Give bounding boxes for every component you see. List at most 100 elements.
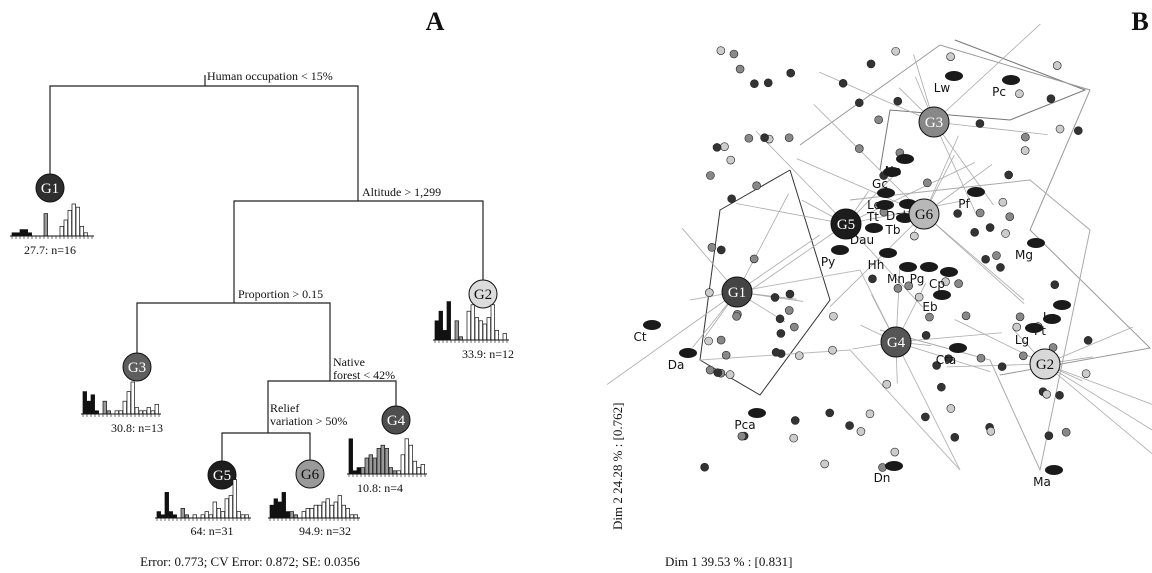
hist-bar — [205, 512, 209, 518]
animal-icon — [1027, 238, 1045, 248]
hist-bar — [103, 401, 107, 414]
site-point — [1005, 171, 1013, 179]
node-label: G4 — [387, 413, 406, 429]
hist-bar — [290, 512, 294, 518]
split-label: variation > 50% — [270, 414, 347, 428]
site-point — [922, 331, 930, 339]
site-point — [857, 427, 865, 435]
hist-bar — [467, 311, 471, 340]
hist-bar — [318, 505, 322, 518]
animal-icon — [949, 343, 967, 353]
hist-bar — [491, 305, 495, 340]
site-point — [722, 351, 730, 359]
site-point — [717, 47, 725, 55]
hist-bar — [483, 324, 487, 340]
site-point — [790, 323, 798, 331]
site-point — [777, 329, 785, 337]
hist-bar — [213, 502, 217, 518]
species-label: Dn — [874, 471, 891, 485]
site-point — [726, 371, 734, 379]
hist-bar — [302, 512, 306, 518]
site-point — [1019, 352, 1027, 360]
site-point — [947, 53, 955, 61]
hull — [880, 40, 1085, 170]
animal-icon — [899, 262, 917, 272]
leaf-stats: 27.7: n=16 — [24, 243, 76, 257]
hist-bar — [87, 401, 91, 414]
site-point — [998, 363, 1006, 371]
animal-icon — [885, 461, 903, 471]
split-label: Relief — [270, 401, 299, 415]
hist-bar — [217, 508, 221, 518]
hist-bar — [435, 321, 439, 340]
species-label: Tb — [885, 223, 901, 237]
hist-bar — [278, 502, 282, 518]
site-point — [736, 65, 744, 73]
site-point — [701, 463, 709, 471]
y-axis-label: Dim 2 24.28 % : [0.762] — [610, 403, 625, 530]
site-point — [738, 432, 746, 440]
site-point — [708, 243, 716, 251]
panel-label: A — [426, 7, 445, 36]
site-point — [892, 47, 900, 55]
site-point — [771, 293, 779, 301]
hist-bar — [64, 220, 68, 236]
site-point — [855, 99, 863, 107]
hist-bar — [72, 204, 76, 236]
hist-bar — [447, 302, 451, 340]
hist-bar — [455, 321, 459, 340]
group-label: G4 — [887, 335, 906, 351]
site-point — [1074, 127, 1082, 135]
animal-icon — [883, 167, 901, 177]
animal-icon — [967, 187, 985, 197]
site-point — [750, 80, 758, 88]
animal-icon — [933, 290, 951, 300]
site-point — [717, 336, 725, 344]
site-point — [785, 134, 793, 142]
hist-bar — [495, 330, 499, 340]
ordination: LwPcNnGcPfLeTtDalTbDauPyMgHhMnPgCpEbLpPt… — [607, 24, 1152, 489]
animal-icon — [945, 71, 963, 81]
site-point — [1043, 390, 1051, 398]
hist-bar — [44, 214, 48, 236]
species-label: Da — [668, 358, 685, 372]
site-point — [925, 313, 933, 321]
site-point — [999, 198, 1007, 206]
hist-bar — [310, 508, 314, 518]
hist-bar — [24, 230, 28, 236]
site-point — [923, 179, 931, 187]
hist-bar — [76, 207, 80, 236]
animal-icon — [748, 408, 766, 418]
species-label: Py — [821, 255, 835, 269]
hist-bar — [60, 226, 64, 236]
animal-icon — [865, 223, 883, 233]
site-point — [891, 448, 899, 456]
split-label: Native — [333, 355, 365, 369]
site-point — [867, 60, 875, 68]
site-point — [728, 195, 736, 203]
site-point — [987, 427, 995, 435]
hist-bar — [91, 395, 95, 414]
site-point — [714, 369, 722, 377]
site-point — [937, 383, 945, 391]
animal-icon — [679, 348, 697, 358]
hist-bar — [330, 505, 334, 518]
hist-bar — [361, 468, 365, 474]
hist-bar — [322, 502, 326, 518]
site-point — [706, 366, 714, 374]
site-point — [1045, 432, 1053, 440]
site-point — [976, 209, 984, 217]
site-point — [1082, 370, 1090, 378]
hist-bar — [369, 455, 373, 474]
hist-bar — [503, 334, 507, 340]
hist-bar — [349, 439, 353, 474]
animal-icon — [1025, 323, 1043, 333]
site-point — [986, 224, 994, 232]
species-label: Ma — [1033, 475, 1051, 489]
hist-bar — [229, 496, 233, 518]
site-point — [753, 182, 761, 190]
site-point — [839, 79, 847, 87]
split-label: Altitude > 1,299 — [362, 185, 441, 199]
site-point — [786, 290, 794, 298]
hist-bar — [381, 445, 385, 474]
